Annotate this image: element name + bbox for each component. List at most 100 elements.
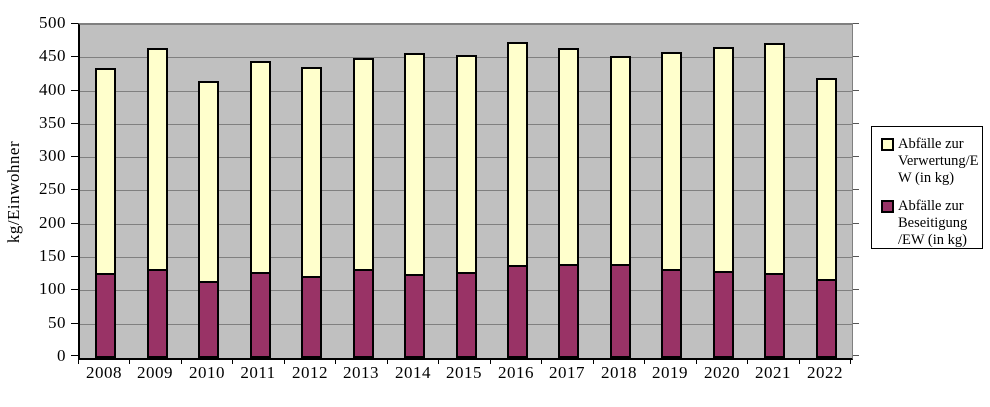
bar-2014-verwertung-segment [404,53,425,274]
x-axis-label-2013: 2013 [343,363,379,382]
x-axis-tick-1 [129,358,130,364]
x-axis-label-2016: 2016 [498,363,534,382]
bar-2008 [95,68,116,358]
bar-2010-verwertung-segment [198,81,219,281]
x-axis-tick-2 [181,358,182,364]
right-tick-350 [853,123,859,124]
bar-2021-verwertung-segment [764,43,785,273]
x-axis-label-2022: 2022 [807,363,843,382]
bar-2012-verwertung-segment [301,67,322,276]
x-axis-label-2015: 2015 [446,363,482,382]
y-axis-label-450: 450 [39,46,66,65]
bar-2019 [661,52,682,358]
x-axis-label-2014: 2014 [395,363,431,382]
y-axis-label-350: 350 [39,113,66,132]
right-tick-500 [853,23,859,24]
bar-2020-verwertung-segment [713,47,734,271]
y-axis-tick-150 [71,256,78,257]
y-axis-tick-0 [71,355,78,356]
bar-2017-beseitigung-segment [558,264,579,358]
legend-item-label-0: Abfälle zur Verwertung/E W (in kg) [898,136,979,186]
y-axis-tick-350 [71,123,78,124]
x-axis-label-2012: 2012 [292,363,328,382]
right-tick-400 [853,90,859,91]
y-axis-label-100: 100 [39,279,66,298]
right-tick-200 [853,223,859,224]
bar-2019-verwertung-segment [661,52,682,269]
x-axis-tick-11 [644,358,645,364]
bar-2016-beseitigung-segment [507,265,528,358]
right-tick-0 [853,355,859,356]
x-axis-tick-9 [541,358,542,364]
x-axis-tick-7 [438,358,439,364]
y-axis-label-200: 200 [39,213,66,232]
bar-2010-beseitigung-segment [198,281,219,358]
legend-item-1: Abfälle zur Beseitigung /EW (in kg) [881,198,978,249]
bar-2009-verwertung-segment [147,48,168,269]
bar-2011-beseitigung-segment [250,272,271,358]
bar-2018-verwertung-segment [610,56,631,264]
y-axis-label-50: 50 [48,313,66,332]
right-tick-100 [853,289,859,290]
bar-2017-verwertung-segment [558,48,579,264]
bar-2014 [404,53,425,358]
y-axis-label-150: 150 [39,246,66,265]
x-axis-tick-8 [490,358,491,364]
legend-item-0: Abfälle zur Verwertung/E W (in kg) [881,136,979,187]
bar-2021 [764,43,785,358]
y-axis-label-400: 400 [39,80,66,99]
x-axis-tick-13 [747,358,748,364]
plot-area [78,23,853,360]
bar-2009-beseitigung-segment [147,269,168,358]
y-axis-label-0: 0 [57,346,66,365]
legend-marker-icon-0 [881,138,894,151]
bar-2015 [456,55,477,358]
bar-2014-beseitigung-segment [404,274,425,358]
x-axis-label-2019: 2019 [652,363,688,382]
bar-2022-beseitigung-segment [816,279,837,358]
bar-2020-beseitigung-segment [713,271,734,358]
bar-2016 [507,42,528,358]
y-axis-label-500: 500 [39,13,66,32]
bar-2022-verwertung-segment [816,78,837,279]
x-axis-tick-10 [593,358,594,364]
x-axis-label-2018: 2018 [601,363,637,382]
x-axis-tick-14 [799,358,800,364]
bar-2015-beseitigung-segment [456,272,477,358]
x-axis-label-2010: 2010 [189,363,225,382]
x-axis-label-2017: 2017 [549,363,585,382]
right-tick-450 [853,56,859,57]
x-axis-tick-4 [284,358,285,364]
legend-marker-icon-1 [881,200,894,213]
right-tick-300 [853,156,859,157]
y-axis-tick-100 [71,289,78,290]
x-axis-tick-6 [387,358,388,364]
y-axis-tick-250 [71,189,78,190]
bar-2012-beseitigung-segment [301,276,322,358]
x-axis-label-2009: 2009 [137,363,173,382]
x-axis-label-2011: 2011 [240,363,276,382]
bar-2017 [558,48,579,358]
bar-2021-beseitigung-segment [764,273,785,358]
bar-2013-beseitigung-segment [353,269,374,358]
y-axis-tick-300 [71,156,78,157]
y-axis-tick-450 [71,56,78,57]
bar-2022 [816,78,837,358]
bar-2016-verwertung-segment [507,42,528,265]
bar-2018-beseitigung-segment [610,264,631,358]
bar-2015-verwertung-segment [456,55,477,272]
bar-2013 [353,58,374,358]
y-axis-tick-50 [71,323,78,324]
x-axis-label-2021: 2021 [755,363,791,382]
legend-item-label-1: Abfälle zur Beseitigung /EW (in kg) [898,198,968,248]
bar-2008-beseitigung-segment [95,273,116,358]
right-tick-250 [853,189,859,190]
x-axis-label-2020: 2020 [704,363,740,382]
x-axis-tick-0 [78,358,79,364]
bar-2011-verwertung-segment [250,61,271,272]
x-axis-tick-5 [335,358,336,364]
bar-2011 [250,61,271,358]
bar-2008-verwertung-segment [95,68,116,273]
bar-2010 [198,81,219,358]
